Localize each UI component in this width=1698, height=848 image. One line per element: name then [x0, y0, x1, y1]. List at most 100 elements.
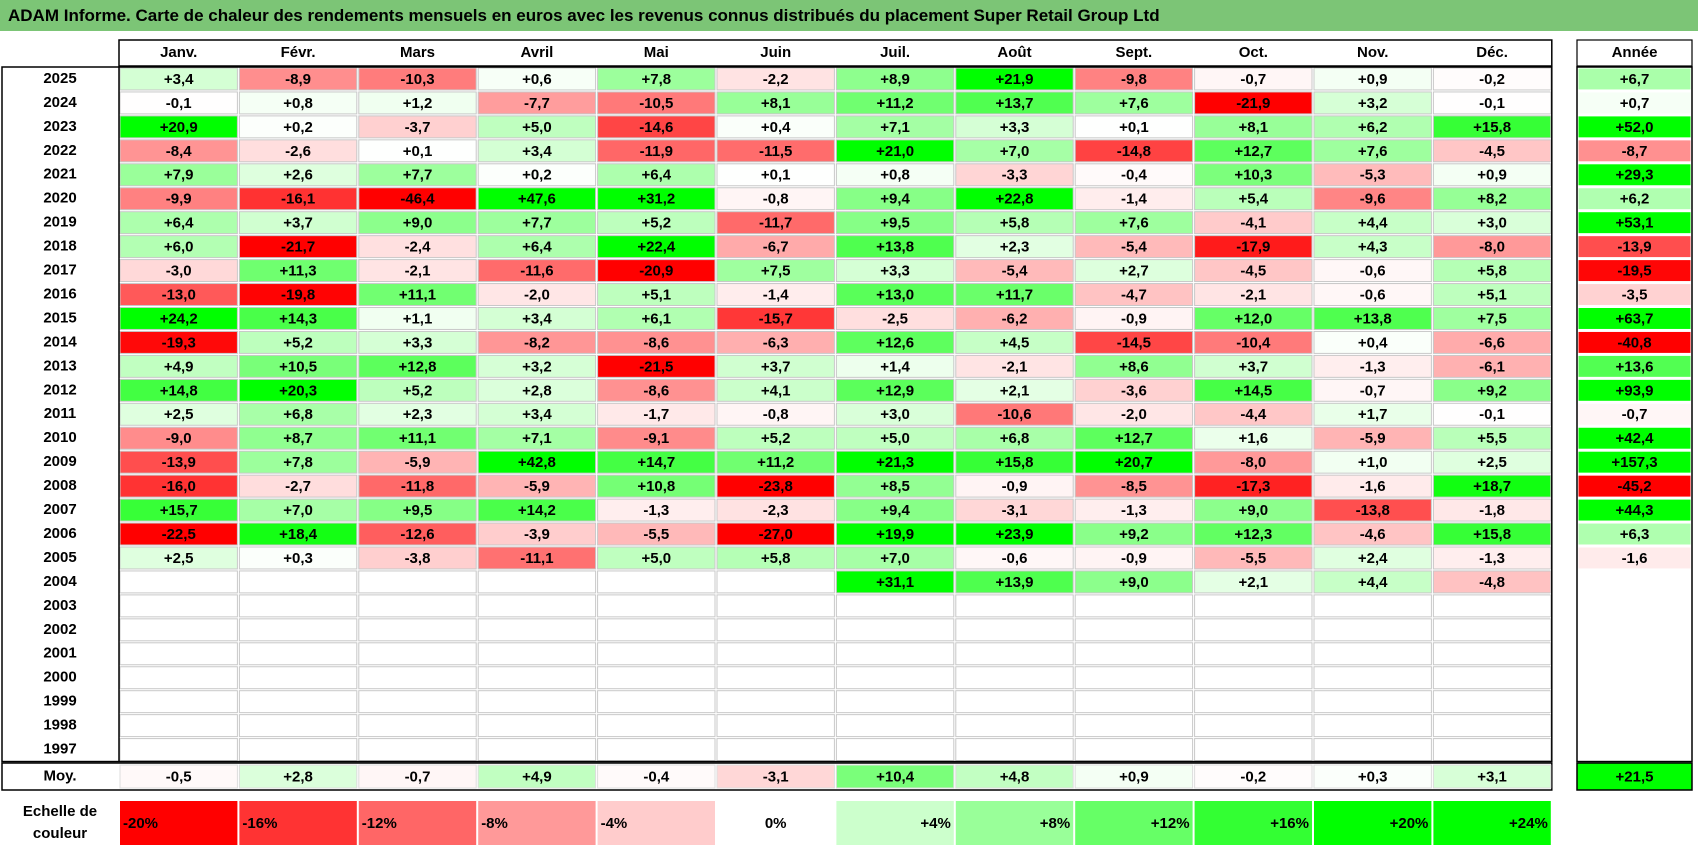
heat-cell [1313, 67, 1432, 91]
cell-value: -8,9 [285, 71, 311, 88]
table-row: 2017 -3,0 +11,3 -2,1 -11,6 -20,9 +7,5 +3,3 -5,4 +… [43, 259, 1692, 283]
scale-step: -4% [601, 815, 628, 832]
heat-cell [477, 426, 597, 450]
page-title: ADAM Informe. Carte de chaleur des rende… [0, 0, 1698, 31]
cell-value: +13,7 [996, 95, 1034, 112]
heat-cell [238, 594, 358, 618]
annual-value: +0,7 [1620, 95, 1650, 112]
table-row: 2000 [43, 666, 1692, 690]
scale-label: Echelle de [23, 803, 97, 820]
table-row: 2014 -19,3 +5,2 +3,3 -8,2 -8,6 -6,3 +12,6 +4,5 -1… [43, 330, 1692, 354]
table-row: 2009 -13,9 +7,8 -5,9 +42,8 +14,7 +11,2 +21,3 +15… [43, 450, 1692, 474]
cell-value: +3,4 [522, 310, 552, 327]
heat-cell [955, 67, 1074, 91]
heat-cell [238, 139, 358, 163]
year-label: 2008 [43, 477, 76, 494]
cell-value: +11,2 [877, 95, 914, 112]
table-row: 2001 [43, 642, 1692, 666]
heat-cell [597, 139, 716, 163]
heat-cell [119, 354, 238, 378]
year-label: 2009 [43, 453, 76, 470]
annual-cell [1577, 139, 1692, 163]
heat-cell [358, 474, 477, 498]
average-cell [358, 764, 477, 789]
heat-cell [1313, 594, 1432, 618]
average-cell [955, 764, 1074, 789]
heat-cell [1074, 187, 1194, 211]
table-row: 2003 [43, 594, 1692, 618]
cell-value: +13,8 [876, 239, 914, 256]
heat-cell [1074, 211, 1194, 235]
heat-cell [1074, 378, 1194, 402]
heat-cell [1313, 450, 1432, 474]
heat-cell [477, 738, 597, 762]
cell-value: -8,2 [524, 334, 550, 351]
grid-border [1, 66, 1553, 763]
heat-cell [238, 115, 358, 139]
heat-cell [1432, 474, 1552, 498]
heat-cell [597, 330, 716, 354]
year-label: 2000 [43, 669, 76, 686]
heat-cell [477, 642, 597, 666]
heat-cell [1074, 498, 1194, 522]
heat-cell [716, 235, 835, 259]
heat-cell [1432, 498, 1552, 522]
heat-cell [477, 163, 597, 187]
year-label: 2003 [43, 597, 76, 614]
table-row: 2021 +7,9 +2,6 +7,7 +0,2 +6,4 +0,1 +0,8 -3,3 -0,4… [43, 163, 1692, 187]
cell-value: -11,7 [759, 215, 792, 232]
heat-cell [597, 594, 716, 618]
cell-value: -3,7 [405, 119, 431, 136]
heat-cell [716, 354, 835, 378]
cell-value: +2,3 [1000, 239, 1030, 256]
cell-value: -13,0 [162, 286, 196, 303]
cell-value: +8,9 [880, 71, 910, 88]
heat-cell [1432, 307, 1552, 330]
cell-value: +5,8 [761, 550, 791, 567]
heat-cell [1313, 522, 1432, 546]
heat-cell [477, 714, 597, 738]
heat-cell [597, 283, 716, 306]
heat-cell [955, 666, 1074, 690]
heat-cell [358, 498, 477, 522]
cell-value: +7,9 [164, 167, 194, 184]
cell-value: +0,9 [1477, 167, 1507, 184]
heat-cell [835, 714, 955, 738]
cell-value: +23,9 [996, 526, 1034, 543]
cell-value: -46,4 [400, 191, 435, 208]
heat-cell [1194, 91, 1313, 115]
heat-cell [358, 115, 477, 139]
month-header: Oct. [1239, 44, 1268, 61]
cell-value: +14,8 [160, 382, 198, 399]
cell-value: +13,0 [876, 286, 914, 303]
cell-value: +3,3 [880, 263, 910, 280]
heat-cell [1313, 163, 1432, 187]
heat-cell [1432, 738, 1552, 762]
cell-value: +18,4 [279, 526, 318, 543]
average-annual-value: +21,5 [1616, 768, 1654, 785]
heat-cell [1313, 139, 1432, 163]
heat-cell [358, 330, 477, 354]
month-header: Avril [521, 44, 554, 61]
month-header: Août [997, 44, 1031, 61]
cell-value: +3,7 [283, 215, 313, 232]
cell-value: +22,8 [996, 191, 1034, 208]
cell-value: +13,8 [1354, 310, 1392, 327]
heat-cell [477, 354, 597, 378]
heat-cell [955, 378, 1074, 402]
annual-cell [1577, 426, 1692, 450]
cell-value: +3,2 [1358, 95, 1388, 112]
heat-cell [597, 402, 716, 426]
cell-value: -11,6 [520, 263, 553, 280]
heat-cell [716, 738, 835, 762]
heat-cell [1432, 139, 1552, 163]
cell-value: +7,7 [403, 167, 433, 184]
heat-cell [1432, 690, 1552, 714]
scale-step: +4% [920, 815, 950, 832]
heat-cell [1194, 235, 1313, 259]
annual-cell [1577, 67, 1692, 91]
heat-cell [716, 498, 835, 522]
heat-cell [1432, 163, 1552, 187]
heat-cell [597, 690, 716, 714]
heat-cell [1313, 546, 1432, 570]
